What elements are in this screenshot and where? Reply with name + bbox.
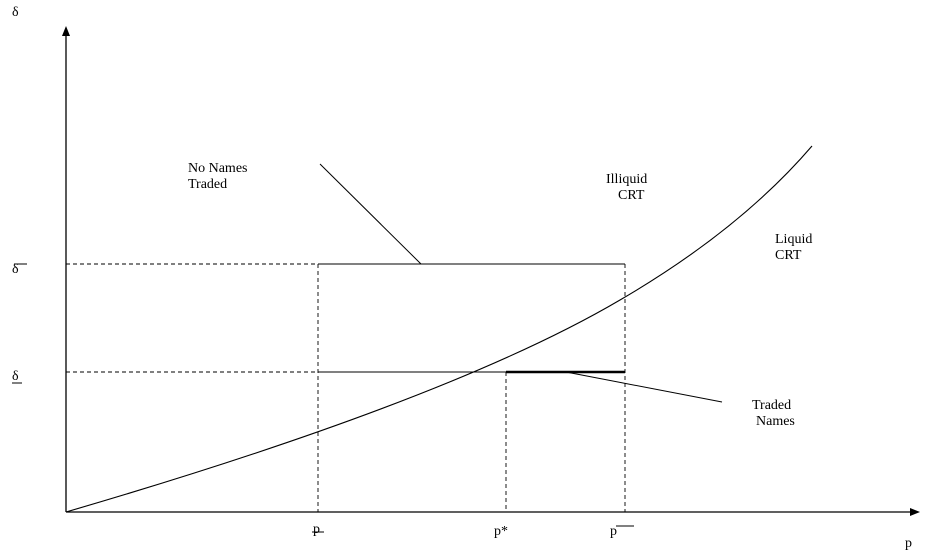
x-axis-label: p [905,536,912,551]
threshold-curve [65,145,813,513]
liquid-crt-line2: CRT [775,248,802,263]
tick-p-star: p* [494,524,508,539]
illiquid-crt-line2: CRT [618,188,645,203]
no-names-traded-line2: Traded [188,177,227,192]
tick-delta-lower: δ [12,369,19,384]
no-names-pointer [319,163,422,265]
x-axis-arrow [910,508,920,516]
traded-names-line1: Traded [752,398,791,413]
y-axis-arrow [62,26,70,36]
traded-names-line2: Names [756,414,795,429]
illiquid-crt-line1: Illiquid [606,172,647,187]
tick-delta-upper: δ [12,262,19,277]
no-names-traded-line1: No Names [188,161,248,176]
tick-p-upper: p [610,524,617,539]
traded-names-pointer [565,371,723,403]
tick-p-lower: p [313,522,320,537]
liquid-crt-line1: Liquid [775,232,812,247]
y-axis-label: δ [12,5,19,20]
